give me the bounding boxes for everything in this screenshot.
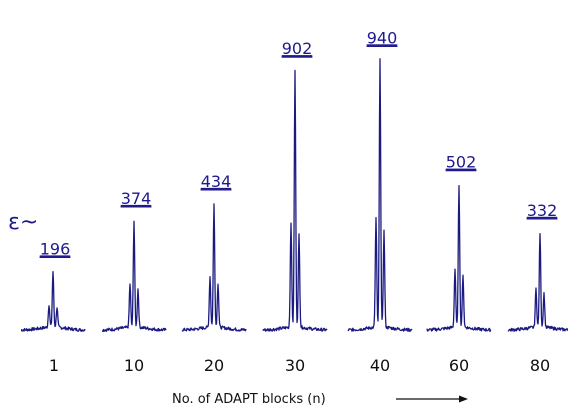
- spectrum-trace-80: [507, 233, 568, 332]
- x-tick-label-10: 10: [124, 356, 144, 375]
- x-tick-label-20: 20: [204, 356, 224, 375]
- x-tick-label-40: 40: [370, 356, 390, 375]
- spectrum-trace-20: [181, 203, 247, 332]
- x-axis-arrow: [396, 395, 468, 403]
- spectrum-trace-40: [347, 58, 413, 332]
- x-axis-title: No. of ADAPT blocks (n): [172, 392, 326, 407]
- peak-value-label-20: 434: [201, 172, 232, 191]
- spectrum-traces: [20, 58, 568, 333]
- peak-value-label-30: 902: [282, 39, 313, 58]
- peak-value-label-40: 940: [367, 28, 398, 47]
- x-tick-labels: 1 10 20 30 40 60 80: [49, 356, 550, 375]
- peak-value-label-1: 196: [40, 239, 71, 258]
- spectrum-trace-30: [262, 69, 328, 332]
- x-tick-label-30: 30: [285, 356, 305, 375]
- peak-value-label-60: 502: [446, 153, 477, 172]
- x-tick-label-60: 60: [449, 356, 469, 375]
- peak-value-labels: 196 374 434 902 940 502 332: [39, 28, 558, 258]
- epsilon-prefix-label: ε~: [8, 210, 38, 235]
- spectrum-trace-10: [101, 220, 167, 333]
- peak-value-label-80: 332: [527, 201, 558, 220]
- spectrum-trace-1: [20, 270, 86, 332]
- x-tick-label-1: 1: [49, 356, 59, 375]
- spectrum-trace-60: [426, 184, 492, 333]
- peak-value-label-10: 374: [121, 189, 152, 208]
- x-tick-label-80: 80: [530, 356, 550, 375]
